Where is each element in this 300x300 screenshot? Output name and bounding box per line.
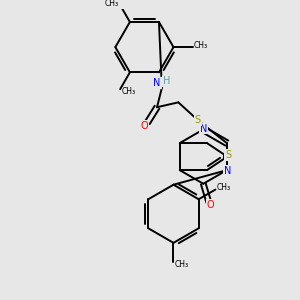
Text: CH₃: CH₃ [194, 41, 208, 50]
Text: H: H [163, 76, 170, 86]
Text: N: N [224, 166, 231, 176]
Text: CH₃: CH₃ [217, 183, 231, 192]
Text: O: O [207, 200, 214, 210]
Text: O: O [141, 121, 148, 130]
Text: CH₃: CH₃ [174, 260, 188, 269]
Text: N: N [200, 124, 207, 134]
Text: CH₃: CH₃ [104, 0, 118, 8]
Text: N: N [153, 78, 161, 88]
Text: S: S [195, 115, 201, 125]
Text: CH₃: CH₃ [122, 86, 136, 95]
Text: S: S [225, 150, 231, 160]
